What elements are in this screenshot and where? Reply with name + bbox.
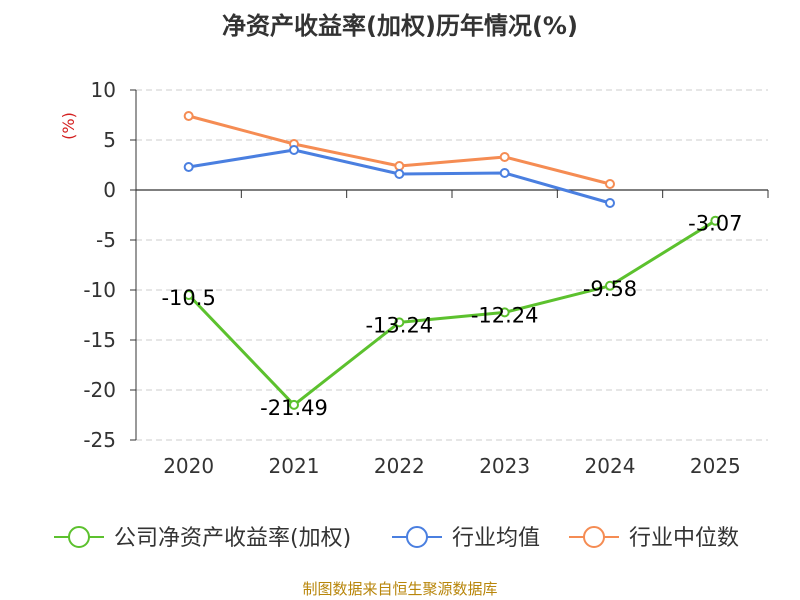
data-point (183, 290, 194, 300)
legend-label: 行业均值 (452, 526, 540, 551)
legend-marker (68, 526, 90, 548)
data-point (605, 280, 615, 291)
data-point (605, 179, 615, 189)
legend: 公司净资产收益率(加权) 行业均值 行业中位数 (54, 526, 739, 551)
data-point (394, 317, 405, 328)
series-layer (183, 111, 721, 410)
y-tick-label: 5 (103, 128, 116, 152)
source-note: 制图数据来自恒生聚源数据库 (302, 580, 498, 598)
y-tick-label: -20 (83, 378, 116, 402)
data-point (499, 168, 510, 178)
y-tick-label: -5 (96, 228, 116, 252)
data-point (499, 307, 510, 318)
legend-marker (583, 526, 605, 548)
x-tick-label: 2020 (163, 454, 214, 478)
data-label: -9.58 (583, 277, 637, 301)
series-line (187, 219, 717, 407)
data-point (394, 161, 405, 171)
y-tick-label: 10 (91, 78, 116, 102)
data-point (710, 215, 721, 226)
x-tick-label: 2022 (374, 454, 425, 478)
legend-label: 公司净资产收益率(加权) (114, 526, 351, 551)
x-tick-label: 2021 (269, 454, 320, 478)
chart-title: 净资产收益率(加权)历年情况(%) (222, 12, 578, 40)
y-tick-label: 0 (103, 178, 116, 202)
legend-marker (406, 526, 428, 548)
data-point (394, 169, 405, 179)
data-point (183, 162, 194, 172)
x-tick-label: 2024 (585, 454, 636, 478)
grid-layer (136, 89, 768, 441)
y-axis-unit-label: (%) (59, 112, 78, 140)
data-point (183, 111, 194, 121)
y-tick-label: -10 (83, 278, 116, 302)
x-tick-label: 2023 (479, 454, 530, 478)
x-tick-label: 2025 (690, 454, 741, 478)
data-label: -13.24 (365, 313, 433, 337)
data-label-layer: -10.5 -21.49 -13.24 -12.24 -9.58 -3.07 (161, 212, 742, 420)
axis-layer: 10 5 0 -5 -10 -15 -20 -25 2020 2021 2022 2023 2024 20… (83, 78, 769, 478)
data-point (605, 198, 615, 208)
y-tick-label: -15 (83, 328, 116, 352)
data-label: -12.24 (471, 303, 539, 327)
data-point (289, 145, 299, 155)
data-label: -21.49 (260, 396, 328, 420)
data-label: -3.07 (688, 212, 742, 236)
y-tick-label: -25 (83, 428, 116, 452)
legend-label: 行业中位数 (629, 526, 739, 551)
data-point (499, 152, 510, 162)
data-point (289, 399, 299, 410)
data-label: -10.5 (161, 286, 215, 310)
